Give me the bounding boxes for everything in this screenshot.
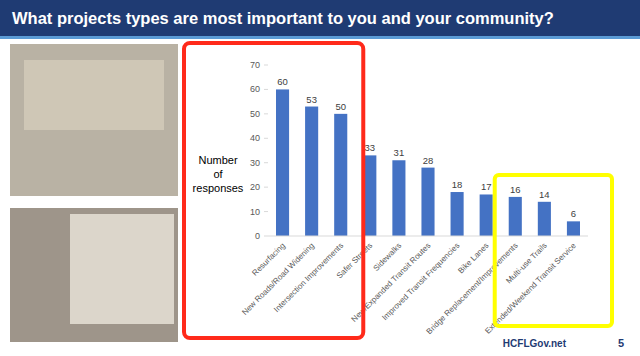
data-label: 53 xyxy=(306,94,317,105)
bar xyxy=(334,114,347,236)
title: What projects types are most important t… xyxy=(12,9,554,27)
data-label: 17 xyxy=(481,181,492,192)
slide: What projects types are most important t… xyxy=(0,0,640,356)
bar xyxy=(305,107,318,236)
y-tick xyxy=(264,65,268,66)
photo-placeholder xyxy=(10,208,178,342)
y-tick-label: 60 xyxy=(250,84,260,94)
data-label: 16 xyxy=(510,184,521,195)
y-tick xyxy=(264,138,268,139)
bar xyxy=(480,194,493,236)
footer-website: HCFLGov.net xyxy=(503,338,567,349)
bar xyxy=(392,160,405,236)
header-band xyxy=(0,0,640,36)
header-rule xyxy=(0,36,640,39)
y-tick xyxy=(264,113,268,114)
photo-placeholder xyxy=(10,44,178,196)
page-number: 5 xyxy=(618,337,624,349)
data-label: 6 xyxy=(571,208,576,219)
bar xyxy=(276,89,289,236)
data-label: 50 xyxy=(335,101,346,112)
data-label: 60 xyxy=(277,76,288,87)
y-tick-label: 20 xyxy=(250,182,260,192)
y-tick-label: 30 xyxy=(250,158,260,168)
bar xyxy=(421,168,434,236)
y-tick-label: 0 xyxy=(255,231,260,241)
y-tick-label: 70 xyxy=(250,60,260,70)
y-axis-label: Numberofresponses xyxy=(193,154,244,194)
highlight-box-yellow xyxy=(495,175,612,326)
y-tick xyxy=(264,236,268,237)
y-tick xyxy=(264,89,268,90)
bar xyxy=(509,197,522,236)
bar xyxy=(567,221,580,236)
data-label: 31 xyxy=(394,147,405,158)
data-label: 33 xyxy=(365,142,376,153)
bars xyxy=(276,89,580,236)
x-tick-label: Bridge Replacement/Improvements xyxy=(425,241,520,336)
x-tick-label: Intersection Improvements xyxy=(272,241,345,314)
y-tick xyxy=(264,187,268,188)
data-label: 28 xyxy=(423,155,434,166)
y-tick-label: 10 xyxy=(250,207,260,217)
photo-detail xyxy=(24,60,164,130)
x-axis-line xyxy=(268,236,588,237)
photo-detail xyxy=(70,214,174,324)
x-tick-label: Safer Streets xyxy=(335,241,374,280)
x-tick-label: Extended/Weekend Transit Service xyxy=(483,241,578,336)
y-tick-label: 50 xyxy=(250,109,260,119)
y-tick xyxy=(264,162,268,163)
y-tick xyxy=(264,211,268,212)
bar xyxy=(538,202,551,236)
data-label: 14 xyxy=(539,189,550,200)
highlight-box-red xyxy=(184,43,363,338)
bar xyxy=(451,192,464,236)
data-label: 18 xyxy=(452,179,463,190)
y-tick-label: 40 xyxy=(250,133,260,143)
